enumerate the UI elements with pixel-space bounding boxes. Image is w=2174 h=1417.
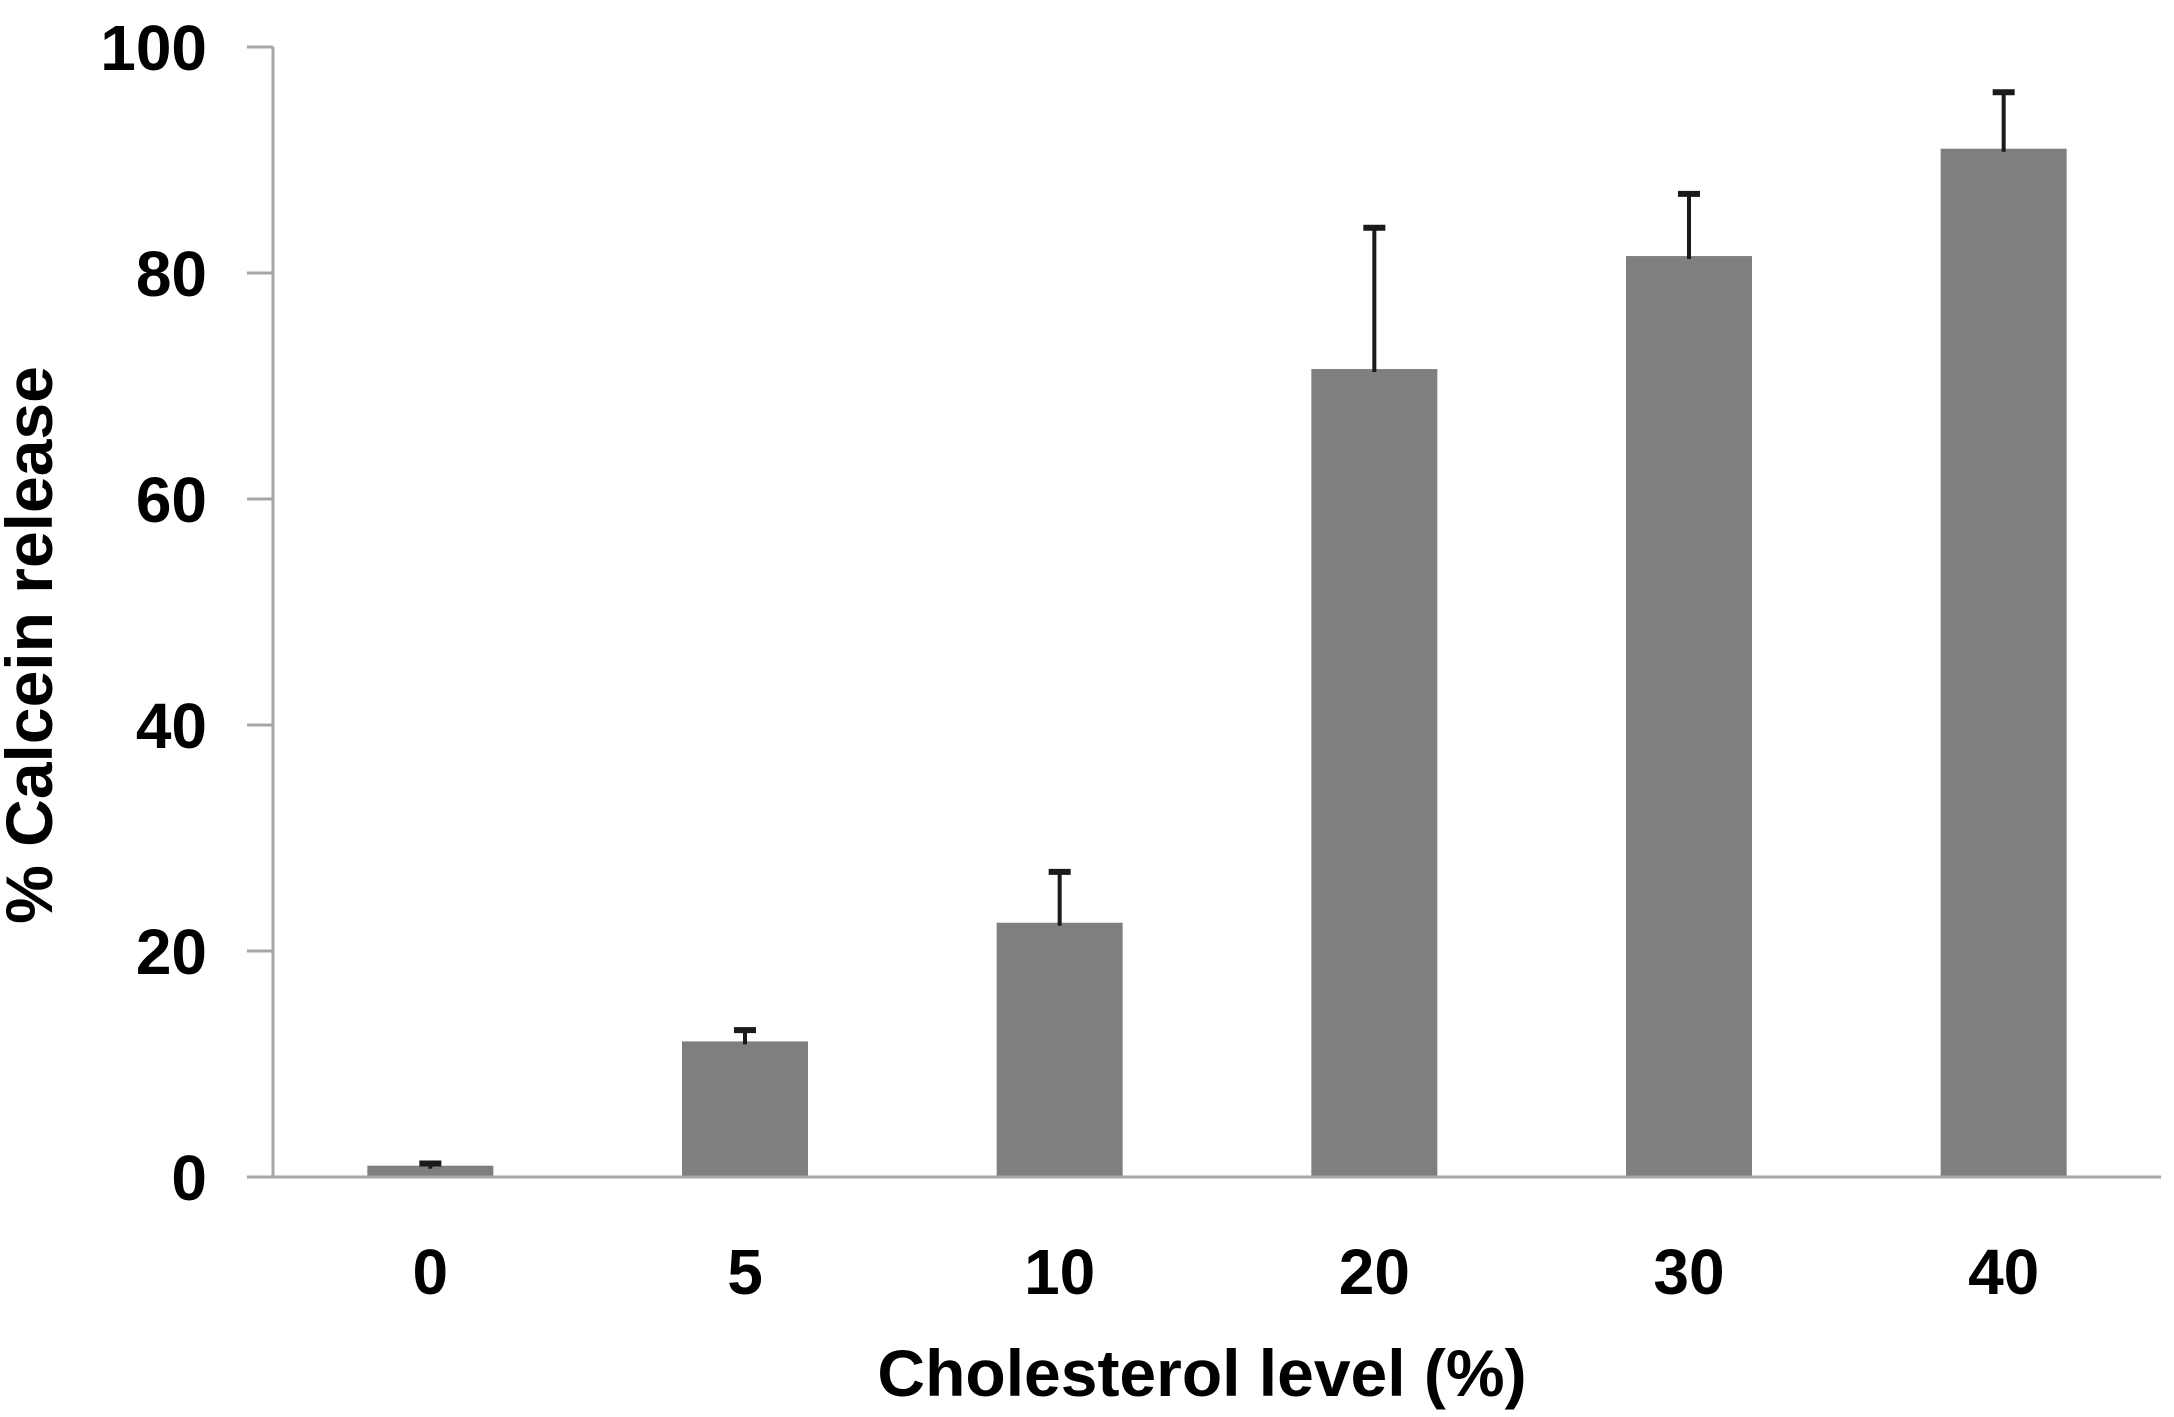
x-tick-label: 0 — [413, 1236, 449, 1308]
x-tick-label: 40 — [1968, 1236, 2039, 1308]
x-tick-label: 5 — [727, 1236, 763, 1308]
x-axis-tick-labels: 0 5 10 20 30 40 — [413, 1236, 2040, 1308]
y-tick-label: 0 — [171, 1142, 207, 1214]
bar — [1626, 256, 1752, 1177]
y-tick-label: 60 — [136, 464, 207, 536]
x-tick-label: 20 — [1339, 1236, 1410, 1308]
bar — [1311, 369, 1438, 1177]
bars — [367, 148, 2067, 1178]
y-tick-label: 20 — [136, 916, 207, 988]
bar — [367, 1165, 494, 1177]
y-tick-label: 100 — [100, 12, 207, 84]
x-tick-label: 10 — [1024, 1236, 1095, 1308]
bar — [682, 1041, 808, 1177]
y-tick-label: 80 — [136, 238, 207, 310]
x-axis-title: Cholesterol level (%) — [877, 1336, 1526, 1410]
y-axis-title: % Calcein release — [0, 366, 66, 924]
bar — [996, 922, 1123, 1177]
x-tick-label: 30 — [1653, 1236, 1724, 1308]
bar — [1940, 148, 2067, 1178]
y-tick-label: 40 — [136, 690, 207, 762]
axes — [247, 47, 2161, 1179]
error-bars — [419, 89, 2015, 1169]
y-axis-ticks: 0 20 40 60 80 100 — [100, 12, 273, 1214]
